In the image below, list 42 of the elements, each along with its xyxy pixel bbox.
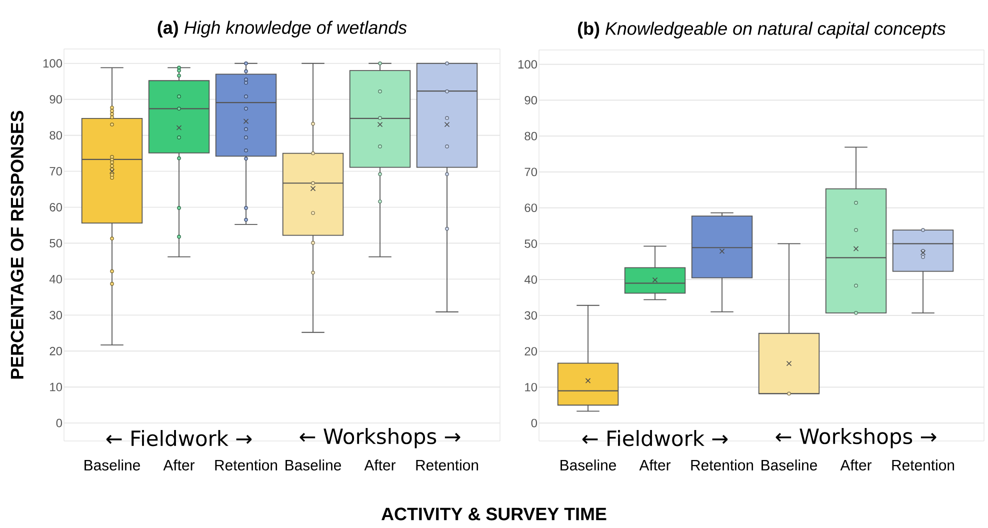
x-axis-title: ACTIVITY & SURVEY TIME xyxy=(382,508,606,520)
annotation: ← Fieldwork → xyxy=(106,430,252,446)
y-tick-label: 0 xyxy=(56,418,62,428)
y-tick-label: 40 xyxy=(49,274,62,284)
y-tick-label: 60 xyxy=(524,204,538,212)
chart-title: (b) Knowledgeable on natural capital concepts xyxy=(578,22,946,38)
x-tick-label: Baseline xyxy=(762,460,817,470)
y-tick-label: 80 xyxy=(50,131,62,140)
x-tick-label: After xyxy=(840,460,872,470)
y-tick-label: 20 xyxy=(50,346,62,356)
y-tick-label: 70 xyxy=(50,167,62,176)
y-tick-label: 100 xyxy=(43,59,62,68)
x-tick-label: After xyxy=(364,460,396,470)
y-tick-label: 10 xyxy=(50,382,62,392)
y-tick-label: 90 xyxy=(50,95,62,104)
y-tick-label: 20 xyxy=(524,347,538,356)
x-tick-label: Baseline xyxy=(84,460,140,470)
x-tick-label: Baseline xyxy=(286,460,341,470)
y-tick-label: 90 xyxy=(524,96,538,104)
y-tick-label: 80 xyxy=(524,132,538,140)
x-tick-label: Retention xyxy=(416,460,478,470)
y-tick-label: 100 xyxy=(518,60,538,69)
y-tick-label: 50 xyxy=(50,238,62,248)
x-tick-label: Baseline xyxy=(560,460,616,470)
y-tick-label: 10 xyxy=(525,382,538,392)
y-tick-label: 30 xyxy=(50,310,62,320)
annotation: ← Workshops → xyxy=(776,428,936,448)
y-tick-label: 30 xyxy=(524,311,538,320)
annotation: ← Fieldwork → xyxy=(582,430,728,446)
x-tick-label: After xyxy=(163,460,195,470)
x-tick-label: Retention xyxy=(691,460,754,470)
x-tick-label: Retention xyxy=(892,460,954,470)
y-tick-label: 50 xyxy=(524,239,538,248)
y-tick-label: 0 xyxy=(531,418,538,428)
x-tick-label: Retention xyxy=(215,460,278,470)
y-axis-title: PERCENTAGE OF RESPONSES xyxy=(10,110,24,379)
y-tick-label: 40 xyxy=(524,275,538,284)
x-tick-label: After xyxy=(639,460,671,470)
annotation: ← Workshops → xyxy=(300,428,460,448)
y-tick-label: 60 xyxy=(50,202,62,212)
chart-title: (a) High knowledge of wetlands xyxy=(158,20,407,38)
y-tick-label: 70 xyxy=(524,168,538,176)
